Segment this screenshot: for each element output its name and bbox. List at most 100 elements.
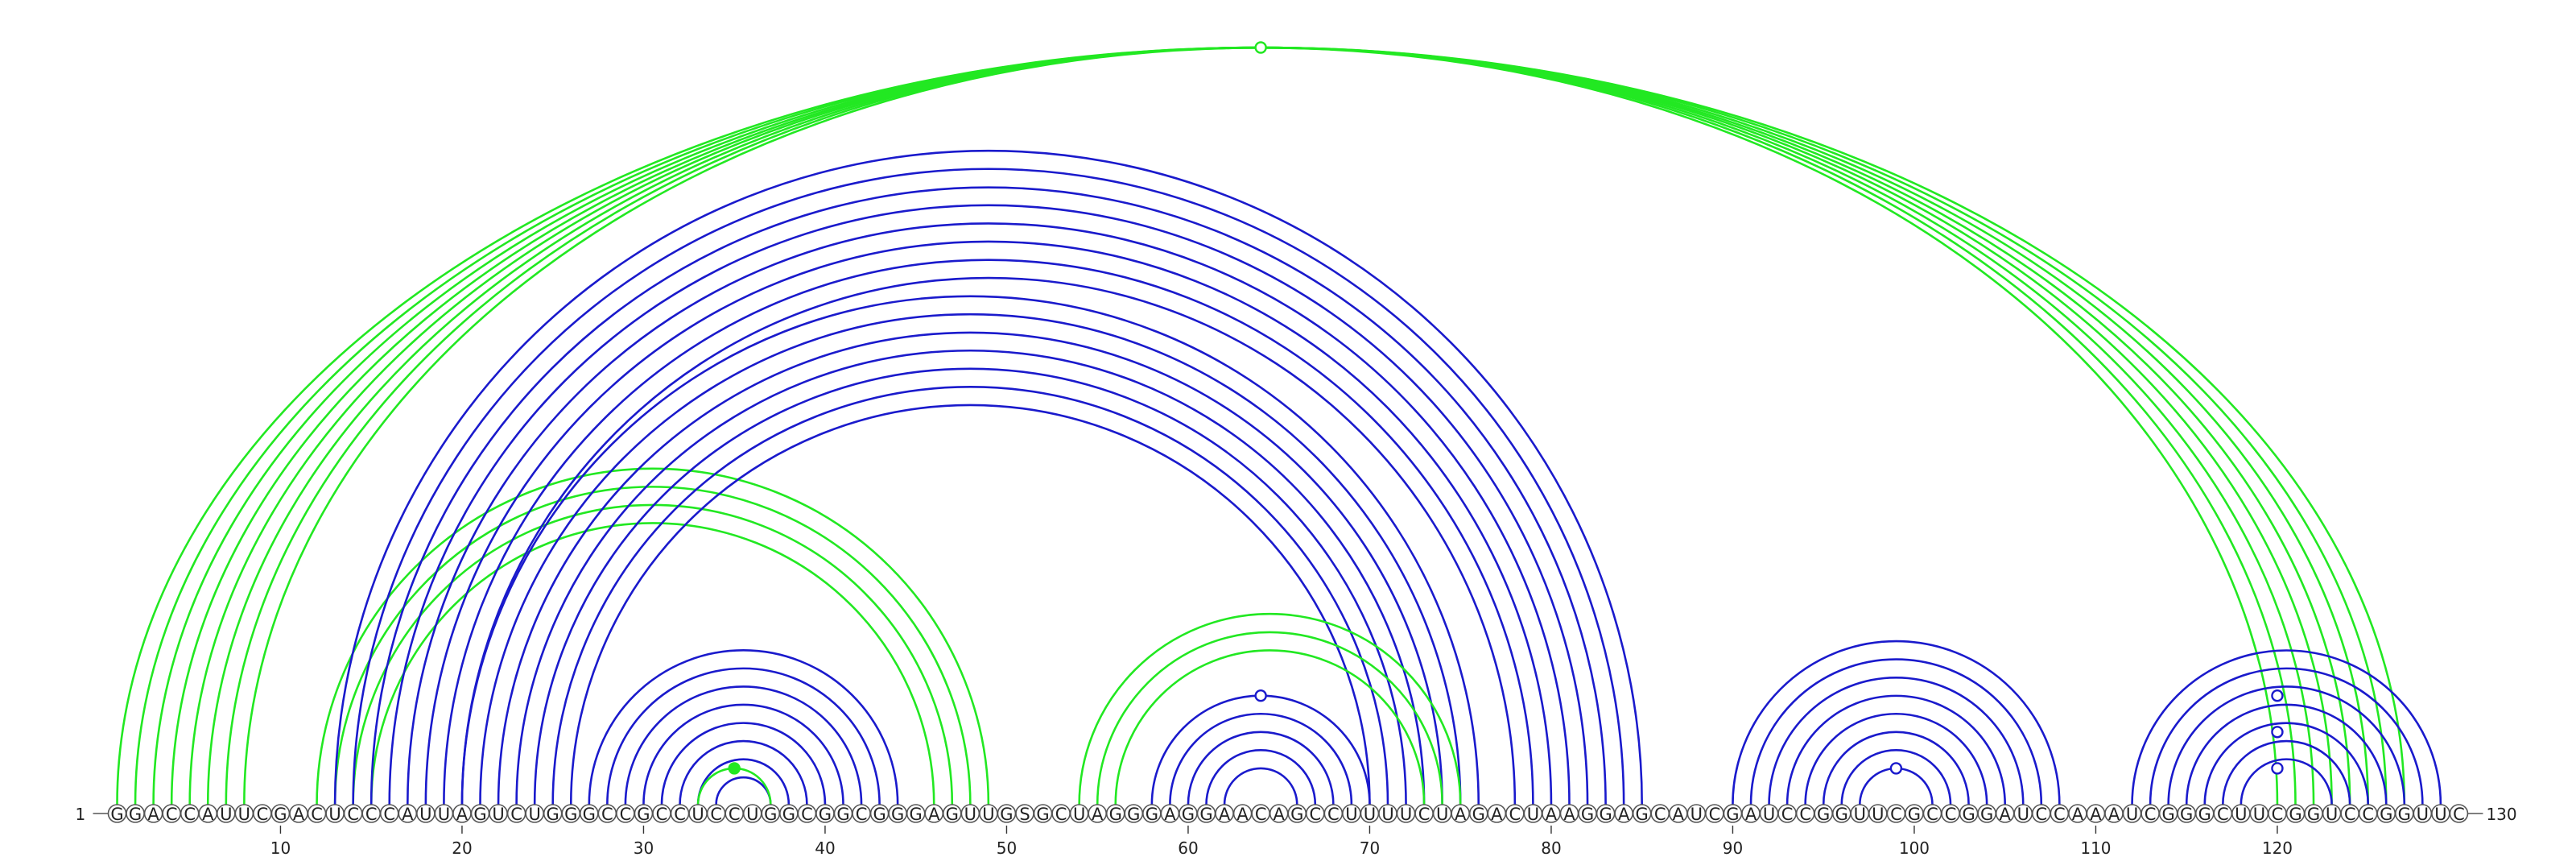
nucleotide: C: [1922, 804, 1942, 824]
nucleotide-letter: U: [438, 805, 450, 824]
nucleotide-letter: G: [1835, 805, 1848, 824]
blue-hairpin-far-right-arc-118-123: [2240, 758, 2333, 805]
nucleotide-letter: U: [2326, 805, 2338, 824]
nucleotide: G: [1468, 804, 1488, 824]
blue-hairpin-far-right-arc-113-128: [2149, 667, 2424, 805]
markers-layer: [728, 41, 2284, 775]
tick-label-60: 60: [1178, 838, 1198, 857]
nucleotide-letter: U: [1364, 805, 1376, 824]
nucleotide: G: [1578, 804, 1597, 824]
nucleotide-letter: C: [510, 805, 522, 824]
nucleotide-letter: A: [1219, 805, 1231, 824]
nucleotide: C: [1323, 804, 1344, 824]
nucleotide: G: [2304, 804, 2323, 824]
nucleotide: U: [2413, 804, 2433, 824]
nucleotide: G: [543, 804, 563, 824]
blue-hairpin-right-arc-90-108: [1732, 640, 2061, 805]
nucleotide: G: [579, 804, 599, 824]
nucleotide: C: [706, 804, 726, 824]
end-label: 130: [2486, 805, 2516, 824]
nucleotide-letter: A: [2090, 805, 2102, 824]
nucleotide-letter: A: [1274, 805, 1286, 824]
nucleotide-letter: A: [147, 805, 159, 824]
tick-label-10: 10: [270, 838, 291, 857]
nucleotide-letter: C: [601, 805, 613, 824]
nucleotide: U: [2431, 804, 2450, 824]
nucleotide-letter: C: [2054, 805, 2066, 824]
nucleotide-letter: U: [746, 805, 758, 824]
nucleotide: C: [2340, 804, 2359, 824]
nucleotide-letter: C: [1255, 805, 1267, 824]
nucleotide: C: [2268, 804, 2287, 824]
nucleotide: G: [1124, 804, 1144, 824]
nucleotide: U: [1069, 804, 1089, 824]
nucleotide-letter: C: [674, 805, 686, 824]
nucleotide-letter: C: [1945, 805, 1957, 824]
nucleotide: G: [869, 804, 890, 824]
blue-large-helix-1-arc-19-79: [443, 259, 1534, 805]
nucleotide-letter: C: [729, 805, 741, 824]
blue-hairpin-middle-arc-62-66: [1223, 767, 1298, 805]
nucleotide: A: [198, 804, 218, 824]
nucleotide-letter: C: [347, 805, 359, 824]
blue-large-helix-1-arc-16-82: [388, 204, 1589, 805]
nucleotide: C: [2140, 804, 2160, 824]
nucleotide-letter: A: [1164, 805, 1176, 824]
nucleotide-letter: U: [1436, 805, 1448, 824]
nucleotide-letter: C: [801, 805, 813, 824]
nucleotide-letter: G: [1636, 805, 1649, 824]
blue-large-helix-2-arc-20-76: [460, 295, 1480, 805]
nucleotide-letter: G: [1146, 805, 1158, 824]
nucleotide: C: [1414, 804, 1434, 824]
nucleotide-letter: U: [1527, 805, 1539, 824]
nucleotide: U: [1759, 804, 1779, 824]
nucleotide: G: [888, 804, 907, 824]
nucleotide: G: [107, 804, 127, 824]
nucleotide-letter: G: [873, 805, 886, 824]
nucleotide-letter: G: [1980, 805, 1993, 824]
blue-hairpin-right-arc-92-106: [1768, 676, 2025, 805]
marker-far-right-blue-2: [2271, 726, 2284, 739]
nucleotide-letter: A: [1563, 805, 1575, 824]
nucleotide: G: [270, 804, 291, 824]
blue-hairpin-left-arc-29-42: [624, 685, 863, 805]
nucleotide-letter: U: [2253, 805, 2265, 824]
nucleotide: C: [1251, 804, 1270, 824]
nucleotide-letter: G: [274, 805, 287, 824]
nucleotide-letter: G: [782, 805, 795, 824]
nucleotide: C: [797, 804, 817, 824]
nucleotide-letter: G: [2162, 805, 2175, 824]
nucleotide-letter: A: [1673, 805, 1685, 824]
nucleotide: A: [1542, 804, 1561, 824]
blue-large-helix-2-arc-24-72: [533, 367, 1407, 805]
nucleotide-letter: U: [691, 805, 704, 824]
nucleotide: G: [1723, 804, 1743, 824]
tick-label-120: 120: [2262, 838, 2293, 857]
nucleotide-letter: C: [311, 805, 323, 824]
green-helix-2-arc-13-48: [333, 486, 972, 805]
nucleotide: S: [1015, 804, 1034, 824]
nucleotide-letter: U: [2017, 805, 2029, 824]
blue-large-helix-2-arc-23-73: [515, 349, 1426, 805]
blue-large-helix-1-arc-20-78: [460, 276, 1517, 805]
nucleotide: U: [688, 804, 708, 824]
nucleotide: C: [2050, 804, 2070, 824]
nucleotide-letter: G: [583, 805, 596, 824]
blue-large-helix-2-arc-22-74: [497, 331, 1443, 805]
nucleotide: A: [2068, 804, 2087, 824]
nucleotide: G: [2376, 804, 2396, 824]
nucleotide-letter: A: [456, 805, 469, 824]
nucleotide: U: [2322, 804, 2342, 824]
nucleotide: A: [1487, 804, 1507, 824]
nucleotide-letter: A: [2108, 805, 2120, 824]
nucleotide: U: [2122, 804, 2142, 824]
tick-label-20: 20: [452, 838, 472, 857]
nucleotide: C: [2449, 804, 2469, 824]
nucleotide-letter: U: [1690, 805, 1703, 824]
nucleotide-letter: G: [1000, 805, 1013, 824]
nucleotide: U: [434, 804, 454, 824]
nucleotide-letter: G: [891, 805, 904, 824]
nucleotide: G: [1142, 804, 1162, 824]
blue-hairpin-right-arc-95-103: [1822, 731, 1970, 805]
nucleotide: G: [761, 804, 781, 824]
